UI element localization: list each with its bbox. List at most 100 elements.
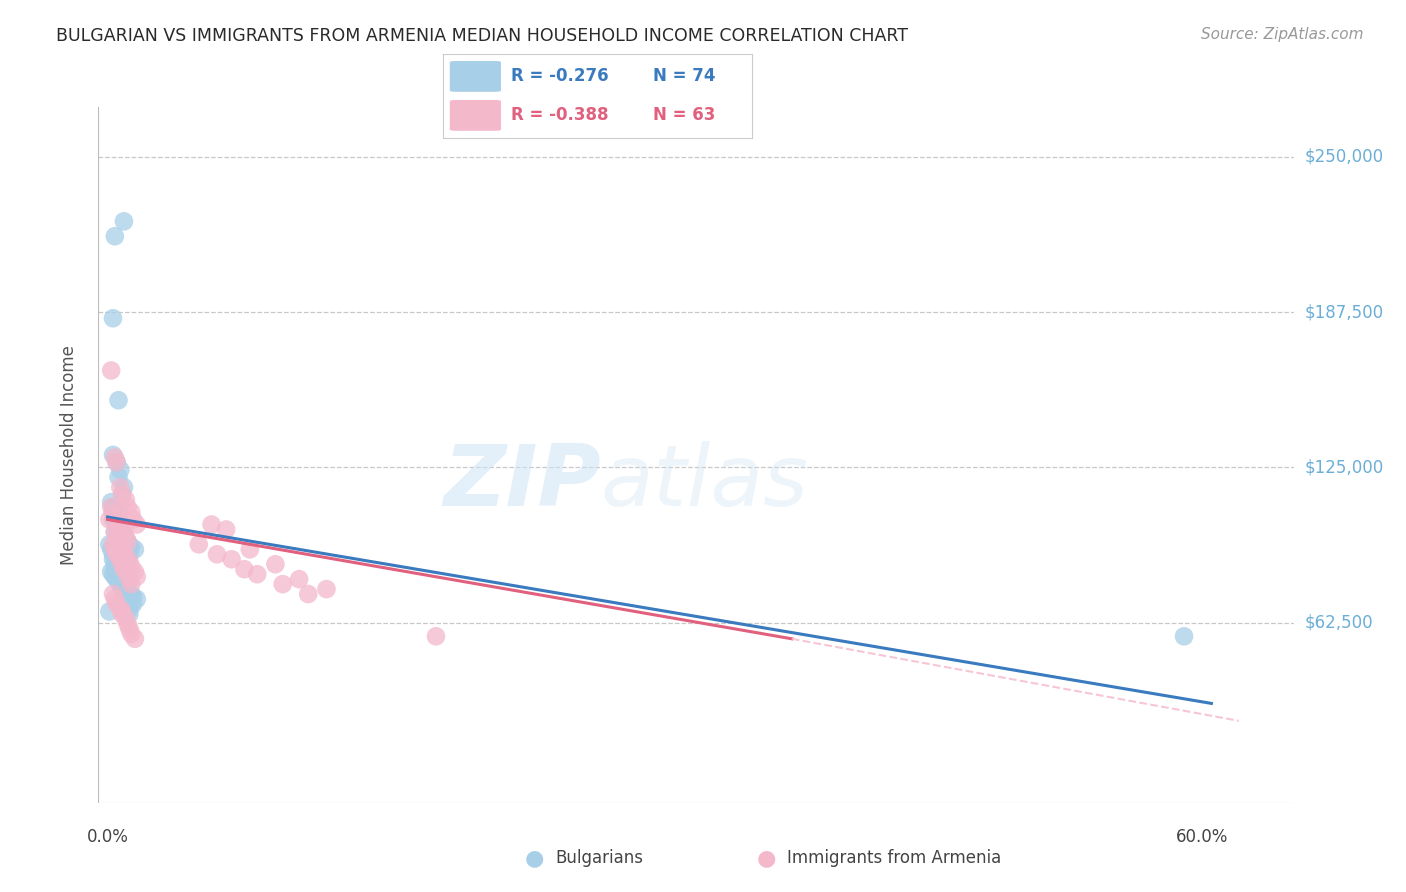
Text: N = 74: N = 74 [654,68,716,86]
Text: Immigrants from Armenia: Immigrants from Armenia [787,849,1001,867]
Point [101,547,124,561]
Point [107,574,129,589]
Point [104,450,127,465]
Point [118,547,141,561]
Point [124,565,146,579]
Point [104,562,127,576]
Point [107,505,129,519]
Point [100,500,122,514]
Text: ZIP: ZIP [443,442,600,524]
Point [112,530,135,544]
Text: R = -0.388: R = -0.388 [510,106,609,124]
Point [101,567,124,582]
Point [105,530,128,544]
Point [118,540,141,554]
Point [100,495,122,509]
Point [120,559,142,574]
Point [101,512,124,526]
FancyBboxPatch shape [449,99,502,131]
Point [104,524,127,539]
Point [104,524,127,539]
Point [117,584,139,599]
Text: ●: ● [756,848,776,868]
Point [125,592,148,607]
Point [117,534,139,549]
Text: $250,000: $250,000 [1305,148,1384,166]
Point [125,517,148,532]
Point [114,549,136,564]
Text: $62,500: $62,500 [1305,614,1374,632]
Point [101,500,124,514]
Point [114,582,136,596]
Point [111,582,134,596]
Text: BULGARIAN VS IMMIGRANTS FROM ARMENIA MEDIAN HOUSEHOLD INCOME CORRELATION CHART: BULGARIAN VS IMMIGRANTS FROM ARMENIA MED… [56,27,908,45]
Point [111,488,134,502]
Point [101,537,124,551]
Point [105,562,128,576]
Point [120,577,142,591]
Point [117,567,139,582]
Point [104,512,127,526]
Point [101,448,124,462]
Point [315,582,337,596]
Point [111,605,134,619]
Point [120,627,142,641]
Point [120,587,142,601]
Point [297,587,319,601]
Point [98,537,121,551]
Point [122,597,145,611]
Point [112,530,135,544]
Point [107,393,129,408]
Point [104,229,127,244]
Point [110,480,132,494]
Point [114,552,136,566]
Point [205,547,228,561]
Point [114,555,136,569]
Point [112,524,135,539]
FancyBboxPatch shape [449,61,502,93]
Point [117,534,139,549]
Point [117,534,139,549]
Point [98,512,121,526]
Point [101,587,124,601]
Point [425,629,447,643]
Text: 60.0%: 60.0% [1175,828,1229,846]
Point [271,577,294,591]
Point [122,590,145,604]
Text: R = -0.276: R = -0.276 [510,68,609,86]
Point [107,567,129,582]
Text: N = 63: N = 63 [654,106,716,124]
Point [100,542,122,557]
Point [105,597,128,611]
Point [107,572,129,586]
Point [117,500,139,514]
Point [117,565,139,579]
Point [117,597,139,611]
Point [112,562,135,576]
Point [187,537,209,551]
Point [221,552,243,566]
Point [111,540,134,554]
Point [1173,629,1195,643]
Point [105,547,128,561]
Text: ●: ● [524,848,544,868]
Point [111,607,134,621]
Text: $187,500: $187,500 [1305,303,1384,321]
Point [111,558,134,572]
Point [104,510,127,524]
Point [124,542,146,557]
Point [118,602,141,616]
Point [107,534,129,549]
Point [125,570,148,584]
Point [288,572,311,586]
Point [101,505,124,519]
Point [110,552,132,566]
Point [112,545,135,559]
Point [114,592,136,607]
Point [105,517,128,532]
Point [239,542,262,557]
Point [110,558,132,572]
Point [104,558,127,572]
Text: atlas: atlas [600,442,808,524]
Point [110,602,132,616]
